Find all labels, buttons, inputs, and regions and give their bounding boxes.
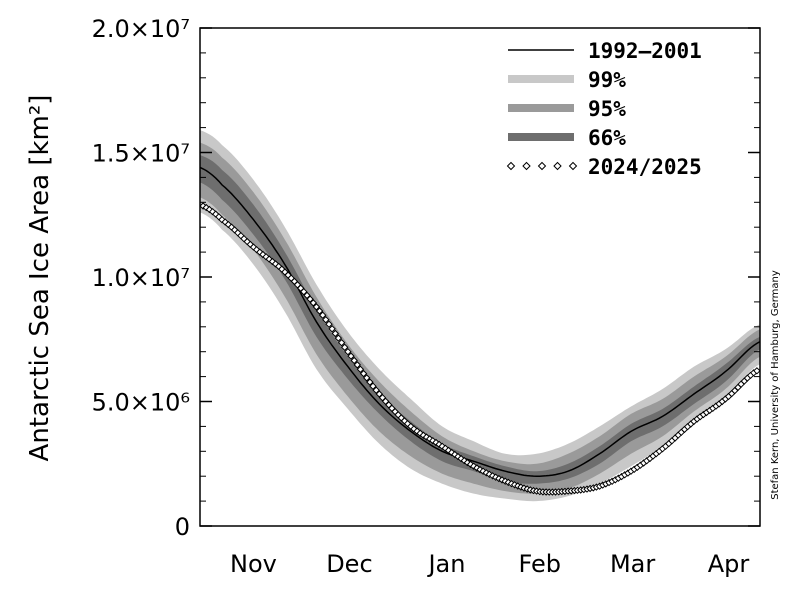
current-marker [337, 338, 346, 347]
current-marker [375, 390, 384, 398]
current-marker [328, 325, 336, 333]
legend-swatch-current [568, 161, 578, 171]
legend-label-mean: 1992–2001 [588, 39, 702, 63]
legend-label-p95: 95% [588, 97, 626, 121]
current-marker [350, 356, 358, 365]
legend-label-p99: 99% [588, 68, 626, 92]
current-marker [381, 397, 390, 406]
current-marker [315, 307, 324, 315]
x-tick-label: Feb [519, 550, 562, 578]
current-marker [318, 311, 327, 319]
current-marker [366, 378, 374, 386]
current-marker [347, 352, 355, 360]
current-marker [334, 334, 343, 342]
current-marker [753, 367, 761, 375]
legend-swatch-current [522, 161, 531, 171]
current-marker [300, 287, 308, 296]
x-tick-label: Mar [610, 550, 655, 578]
current-marker [369, 382, 377, 390]
credit-text: Stefan Kern, University of Hamburg, Germ… [770, 270, 781, 500]
y-tick-label: 1.0×10⁷ [92, 264, 190, 292]
x-tick-label: Jan [426, 550, 465, 578]
x-axis-ticks: Nov Dec Jan Feb Mar Apr [230, 550, 749, 578]
current-marker [331, 329, 340, 338]
current-marker [359, 369, 368, 378]
current-marker [356, 365, 365, 374]
current-marker [312, 303, 321, 311]
current-marker [325, 320, 333, 328]
current-marker [306, 295, 314, 303]
legend-swatch-current [506, 161, 516, 171]
current-marker [353, 361, 362, 369]
band-p66 [200, 155, 760, 484]
legend-swatch-current [537, 161, 547, 171]
y-axis-title: Antarctic Sea Ice Area [km²] [25, 95, 55, 462]
current-marker [344, 347, 352, 356]
x-tick-label: Dec [326, 550, 372, 578]
y-tick-label: 5.0×10⁶ [92, 389, 190, 417]
legend-swatch-current [553, 161, 562, 171]
y-axis-ticks: 0 5.0×10⁶ 1.0×10⁷ 1.5×10⁷ 2.0×10⁷ [92, 15, 760, 541]
current-season-markers [199, 202, 761, 496]
x-tick-label: Apr [708, 550, 750, 578]
band-p99 [200, 130, 760, 502]
current-marker [303, 291, 311, 300]
band-p95 [200, 142, 760, 494]
current-marker [372, 386, 380, 394]
legend-label-p66: 66% [588, 126, 626, 150]
current-marker [340, 343, 349, 352]
current-marker [309, 299, 318, 307]
y-tick-label: 2.0×10⁷ [92, 15, 190, 43]
y-tick-label: 1.5×10⁷ [92, 140, 190, 168]
legend-label-current: 2024/2025 [588, 155, 702, 179]
percentile-bands [200, 130, 760, 502]
y-tick-label: 0 [175, 513, 190, 541]
x-tick-label: Nov [230, 550, 277, 578]
legend: 1992–2001 99% 95% 66% 2024/2025 [506, 39, 702, 179]
current-marker [362, 374, 371, 382]
current-marker [322, 315, 330, 324]
